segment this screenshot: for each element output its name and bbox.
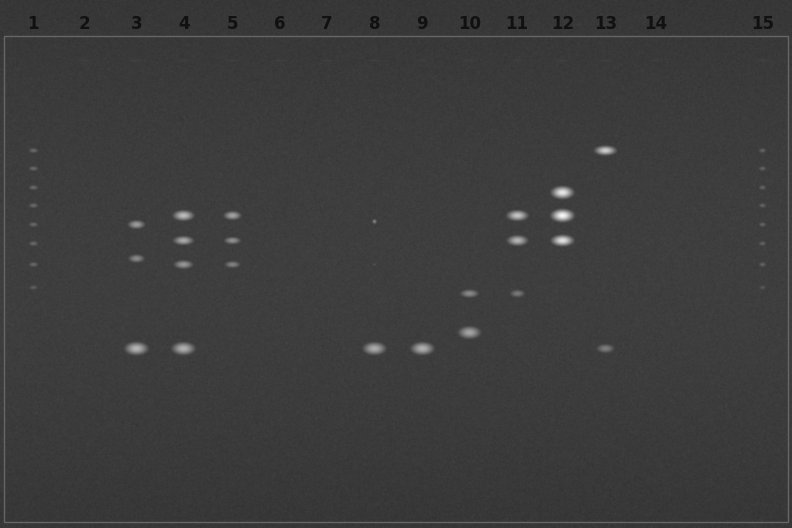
Text: 2: 2 (79, 15, 90, 33)
Text: 14: 14 (644, 15, 668, 33)
Text: 12: 12 (550, 15, 574, 33)
Text: 6: 6 (274, 15, 285, 33)
Text: 8: 8 (369, 15, 380, 33)
Text: 11: 11 (505, 15, 529, 33)
Text: 10: 10 (458, 15, 482, 33)
Text: 4: 4 (178, 15, 189, 33)
Text: 7: 7 (322, 15, 333, 33)
Text: 13: 13 (594, 15, 618, 33)
Text: 5: 5 (227, 15, 238, 33)
Text: 15: 15 (751, 15, 775, 33)
Text: 3: 3 (131, 15, 142, 33)
Text: 1: 1 (28, 15, 39, 33)
Text: 9: 9 (417, 15, 428, 33)
